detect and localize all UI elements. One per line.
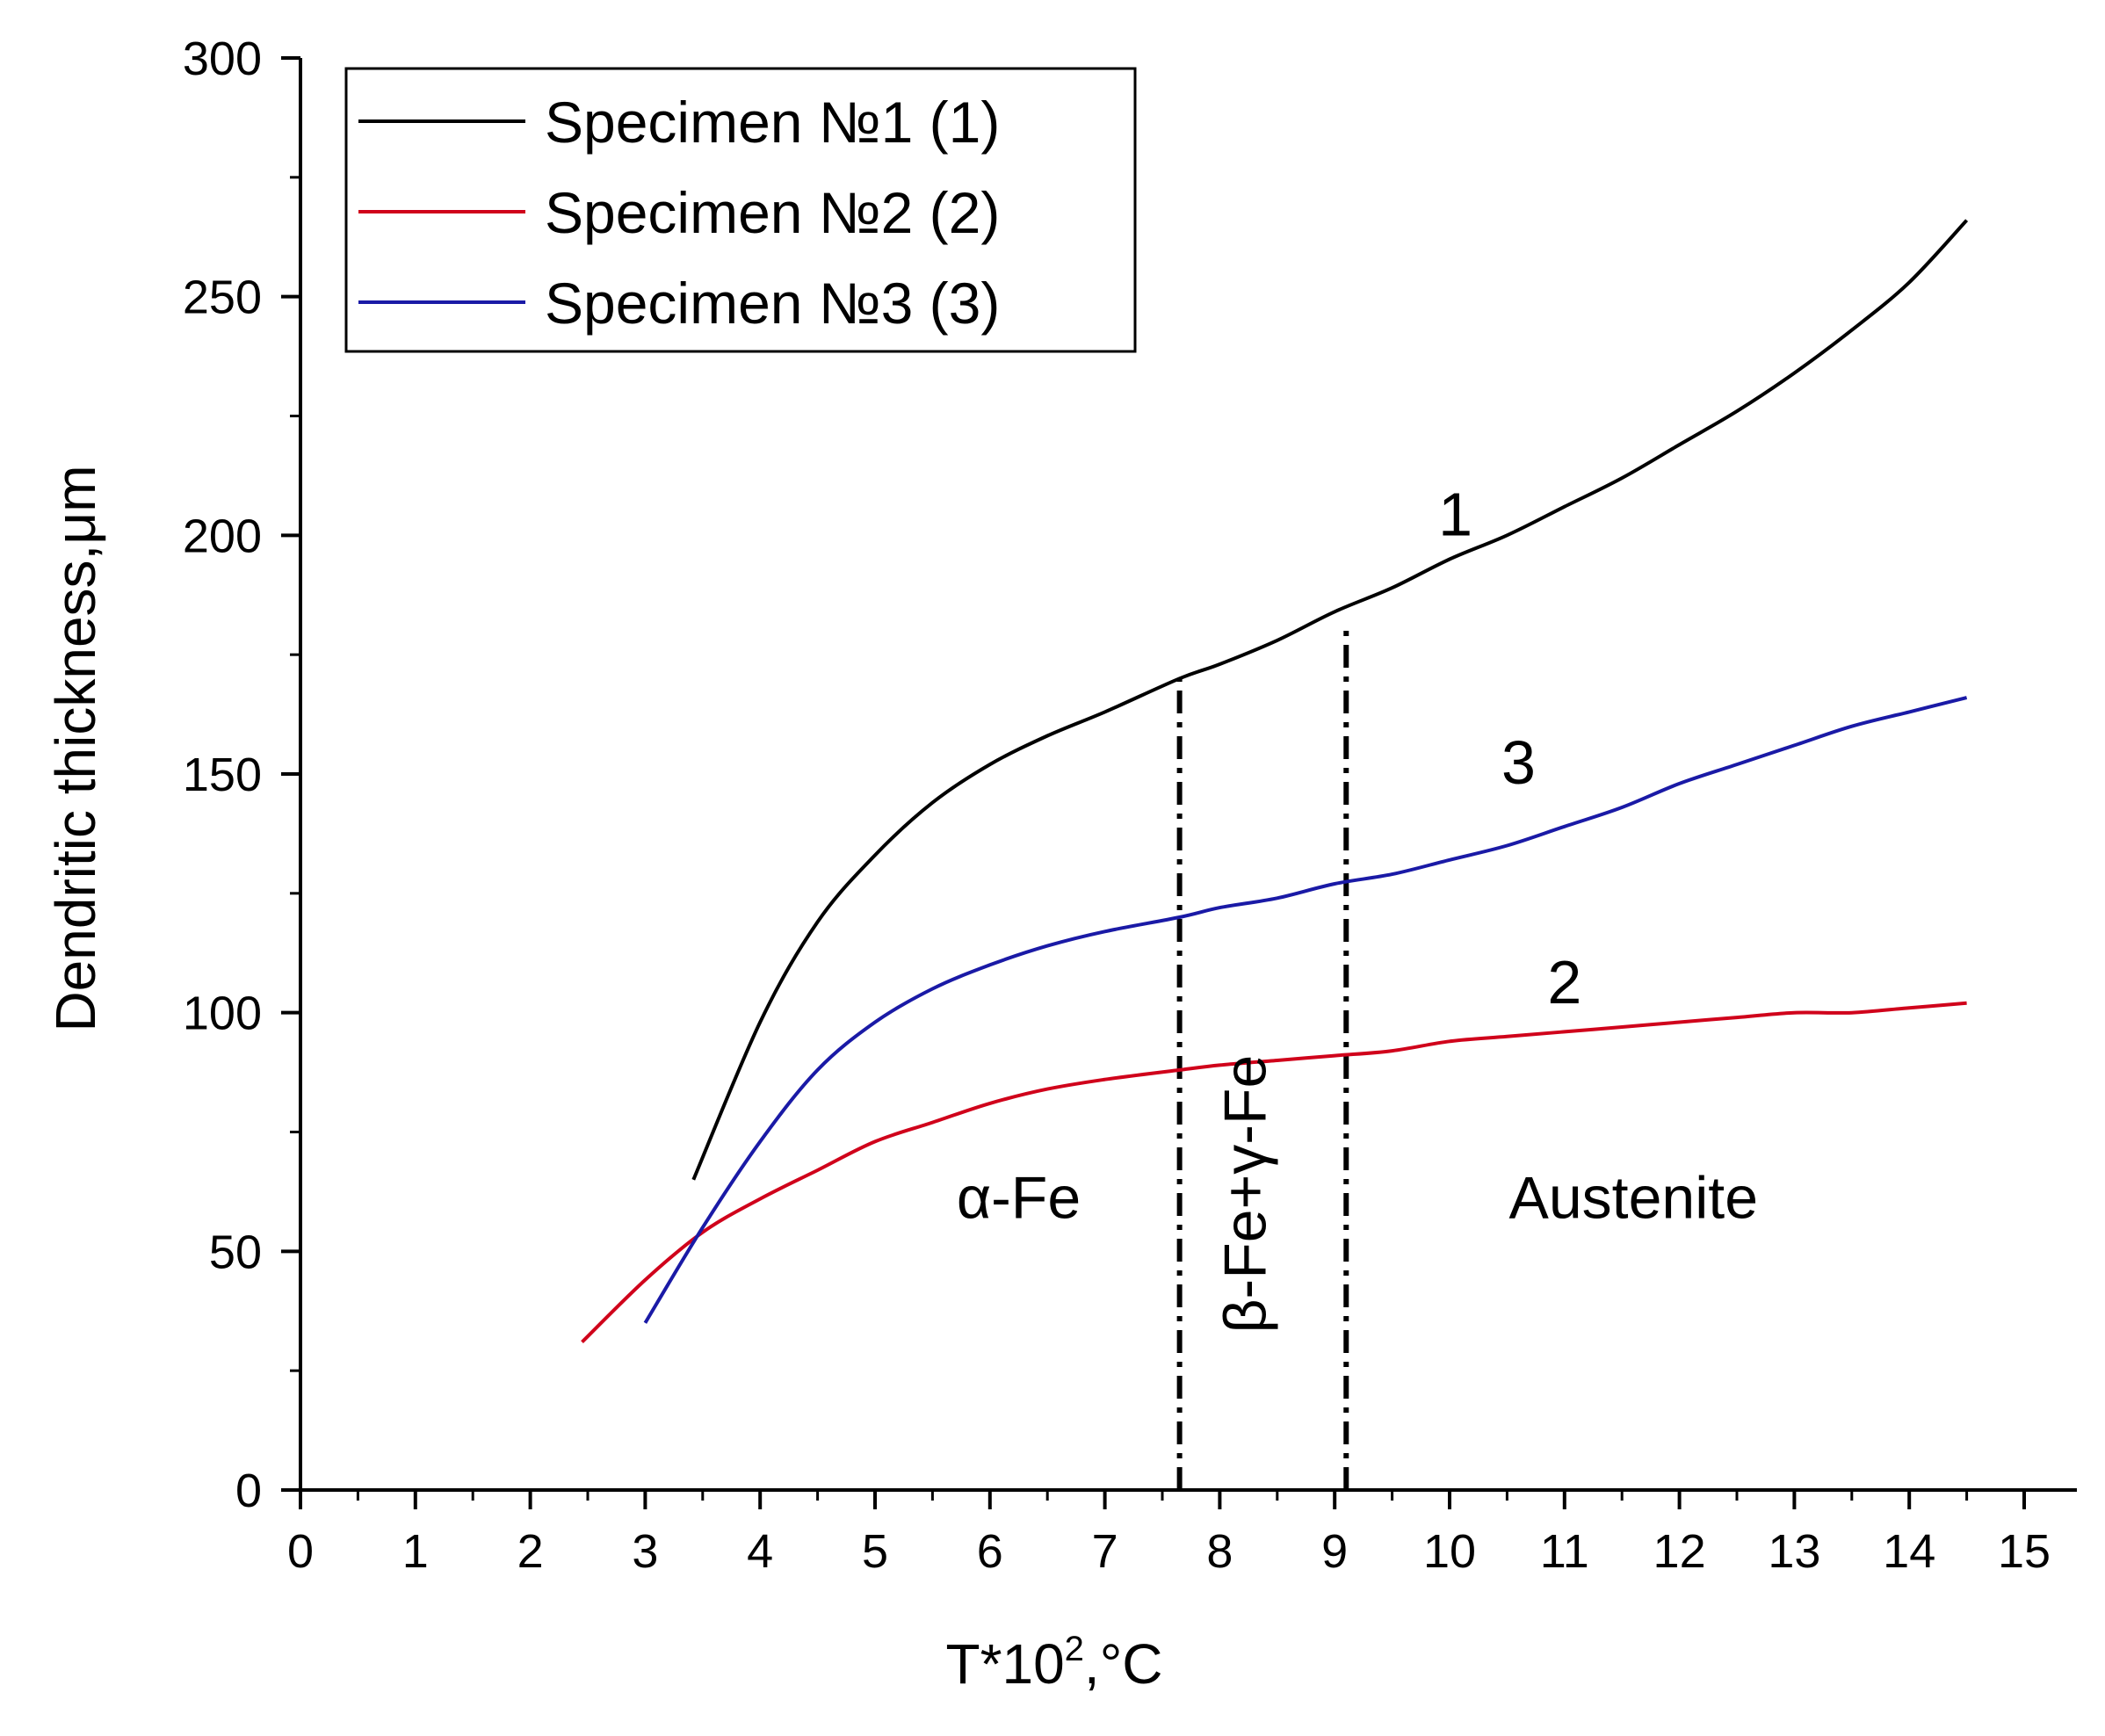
curve-label-2: 2 bbox=[1547, 948, 1581, 1016]
x-axis-title-superscript: 2 bbox=[1065, 1630, 1084, 1668]
series-line-1 bbox=[691, 219, 1969, 1181]
x-axis-title-main: T*10 bbox=[945, 1632, 1064, 1696]
x-tick-label-13: 13 bbox=[1768, 1525, 1820, 1578]
y-tick-label-0: 0 bbox=[235, 1465, 262, 1517]
region-label-3: Austenite bbox=[1509, 1164, 1759, 1231]
curve-label-3: 3 bbox=[1501, 728, 1536, 797]
y-axis-title: Dendritic thickness,μm bbox=[44, 465, 107, 1031]
phase-boundaries bbox=[1176, 631, 1349, 1490]
x-tick-label-7: 7 bbox=[1092, 1525, 1118, 1578]
region-label-2: β-Fe+γ-Fe bbox=[1212, 1055, 1279, 1334]
x-tick-label-15: 15 bbox=[1998, 1525, 2051, 1578]
y-tick-label-200: 200 bbox=[183, 510, 262, 562]
x-tick-label-8: 8 bbox=[1206, 1525, 1233, 1578]
legend-label-1: Specimen №1 (1) bbox=[545, 90, 1000, 155]
annotations: 1 2 3 α-Fe β-Fe+γ-Fe Austenite bbox=[957, 480, 1758, 1333]
legend: Specimen №1 (1) Specimen №2 (2) Specimen №… bbox=[344, 67, 1137, 353]
x-axis-title-unit: ,°C bbox=[1084, 1632, 1163, 1696]
y-tick-label-100: 100 bbox=[183, 987, 262, 1040]
data-series bbox=[581, 219, 1969, 1344]
y-tick-label-50: 50 bbox=[209, 1226, 262, 1278]
x-tick-label-1: 1 bbox=[402, 1525, 429, 1578]
y-tick-label-300: 300 bbox=[183, 33, 262, 85]
region-label-1: α-Fe bbox=[957, 1164, 1081, 1231]
series-line-2 bbox=[581, 1001, 1967, 1344]
x-tick-label-6: 6 bbox=[977, 1525, 1003, 1578]
x-tick-label-9: 9 bbox=[1321, 1525, 1348, 1578]
x-tick-label-14: 14 bbox=[1883, 1525, 1935, 1578]
curve-label-1: 1 bbox=[1438, 480, 1472, 548]
legend-label-3: Specimen №3 (3) bbox=[545, 271, 1000, 336]
legend-label-2: Specimen №2 (2) bbox=[545, 180, 1000, 245]
x-tick-label-2: 2 bbox=[517, 1525, 544, 1578]
x-tick-label-12: 12 bbox=[1653, 1525, 1706, 1578]
x-tick-label-5: 5 bbox=[862, 1525, 888, 1578]
y-tick-label-150: 150 bbox=[183, 749, 262, 801]
x-axis-title: T*102,°C bbox=[945, 1630, 1162, 1696]
x-tick-label-0: 0 bbox=[287, 1525, 314, 1578]
y-tick-label-250: 250 bbox=[183, 271, 262, 324]
x-tick-label-4: 4 bbox=[747, 1525, 773, 1578]
x-tick-label-10: 10 bbox=[1423, 1525, 1476, 1578]
x-tick-label-11: 11 bbox=[1540, 1525, 1589, 1578]
series-line-3 bbox=[643, 696, 1968, 1324]
x-tick-label-3: 3 bbox=[632, 1525, 658, 1578]
